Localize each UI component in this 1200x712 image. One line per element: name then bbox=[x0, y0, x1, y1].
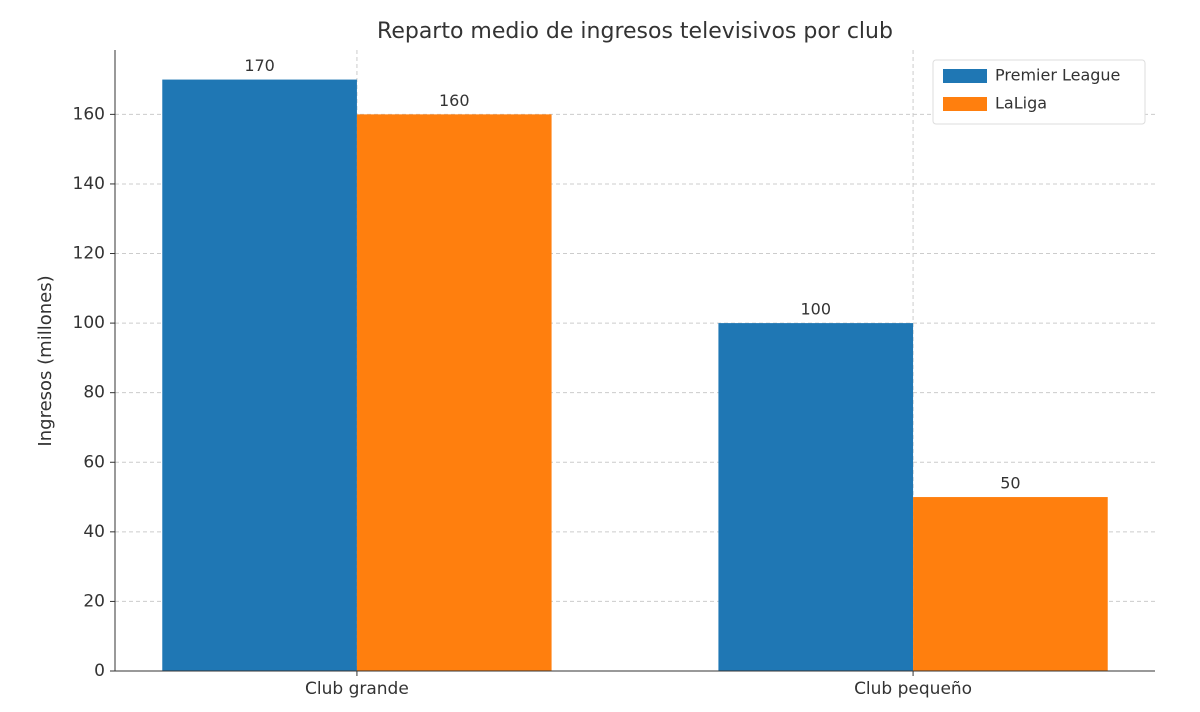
legend-label: LaLiga bbox=[995, 94, 1047, 113]
bar bbox=[356, 114, 552, 672]
bar bbox=[162, 79, 357, 672]
legend-label: Premier League bbox=[995, 66, 1120, 85]
x-tick-label: Club pequeño bbox=[854, 679, 972, 699]
legend: Premier League LaLiga bbox=[932, 59, 1146, 125]
y-tick-label: 140 bbox=[73, 174, 105, 194]
y-tick-label: 160 bbox=[73, 104, 105, 124]
chart-title: Reparto medio de ingresos televisivos po… bbox=[377, 19, 893, 44]
y-tick-label: 40 bbox=[83, 522, 105, 542]
value-label: 170 bbox=[244, 56, 275, 75]
value-label: 100 bbox=[800, 300, 831, 319]
y-tick-label: 80 bbox=[83, 383, 105, 403]
value-label: 50 bbox=[1000, 474, 1020, 493]
bar bbox=[913, 497, 1108, 671]
y-tick-label: 0 bbox=[94, 661, 105, 681]
x-tick-label: Club grande bbox=[305, 679, 409, 699]
y-tick-label: 120 bbox=[73, 244, 105, 264]
value-label: 160 bbox=[439, 91, 470, 110]
y-tick-label: 20 bbox=[83, 591, 105, 611]
y-tick-label: 60 bbox=[83, 452, 105, 472]
legend-swatch bbox=[943, 69, 987, 83]
bar bbox=[718, 323, 914, 671]
legend-swatch bbox=[943, 97, 987, 111]
y-axis-label: Ingresos (millones) bbox=[35, 275, 56, 446]
y-tick-label: 100 bbox=[73, 313, 105, 333]
